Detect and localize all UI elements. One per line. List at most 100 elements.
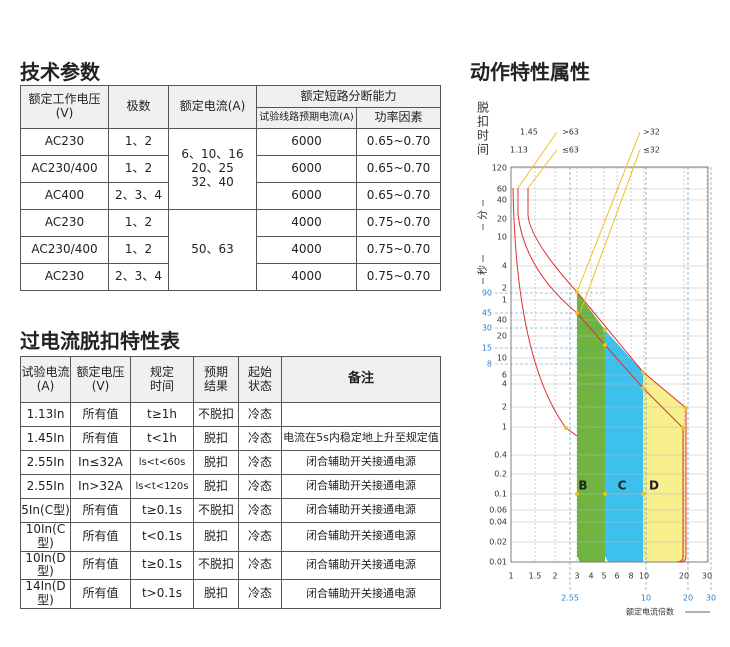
- zone-c: [605, 330, 643, 562]
- legend-label: 1.45: [520, 128, 538, 137]
- y-tick-label: 4: [502, 380, 507, 389]
- x-tick-label: 6: [614, 572, 619, 581]
- cell: 所有值: [70, 402, 131, 427]
- data-row: 2.55In In≤32A ls<t<60s 脱扣 冷态 闭合辅助开关接通电源: [20, 450, 441, 475]
- y-tick-label: 10: [497, 233, 507, 242]
- cell: t≥0.1s: [130, 550, 194, 581]
- cell-line: 试验电流: [21, 364, 70, 379]
- cell: 50、63: [168, 209, 257, 291]
- y-tick-label: 2: [502, 284, 507, 293]
- cell: 2.55In: [20, 450, 71, 475]
- cell: 脱扣: [193, 579, 239, 609]
- cell: 不脱扣: [193, 550, 239, 581]
- point: [575, 311, 579, 315]
- legend-pointer: [576, 131, 641, 293]
- cell: 0.75~0.70: [355, 209, 442, 237]
- cell: 所有值: [70, 550, 131, 581]
- cell-line: 备注: [347, 371, 374, 387]
- y-tick-label: 10: [497, 354, 507, 363]
- cell: 冷态: [238, 522, 282, 552]
- y-tick-label: 0.02: [489, 538, 507, 547]
- header-cell: 额定电压 (V): [70, 356, 131, 403]
- y-tick-label: 6: [502, 371, 507, 380]
- cell: 5In(C型): [20, 498, 71, 523]
- point: [603, 343, 607, 347]
- cell: 4000: [256, 236, 357, 264]
- y-tick-label: 1: [502, 296, 507, 305]
- header-cell: 预期 结果: [193, 356, 239, 403]
- data-row: 1.45In 所有值 t<1h 脱扣 冷态 电流在5s内稳定地上升至规定值: [20, 426, 441, 451]
- legend-label: 1.13: [510, 146, 528, 155]
- header-row: 额定工作电压(V) 极数 额定电流(A) 额定短路分断能力: [20, 85, 442, 129]
- y-seconds-label: 90: [482, 289, 492, 298]
- header-cell: 额定工作电压(V): [20, 85, 109, 129]
- cell-line: (V): [91, 378, 110, 393]
- y-seconds-label: 45: [482, 309, 492, 318]
- cell: ls<t<60s: [130, 450, 194, 475]
- unit-minute: 分: [477, 210, 489, 220]
- cell: 2、3、4: [108, 182, 169, 210]
- cell: 冷态: [238, 402, 282, 427]
- cell-line: 50、63: [191, 242, 234, 257]
- legend-label: ≤32: [643, 146, 660, 155]
- x-tick-label: 8: [628, 572, 633, 581]
- cell: 冷态: [238, 579, 282, 609]
- cell: 0.65~0.70: [355, 128, 442, 156]
- header-cell: 额定短路分断能力: [255, 85, 442, 108]
- cell: AC400: [20, 182, 109, 210]
- cell: 闭合辅助开关接通电源: [281, 498, 441, 523]
- cell: In>32A: [70, 474, 131, 499]
- legend-pointer: [527, 149, 558, 189]
- legend-label: >63: [562, 128, 579, 137]
- cell: 6000: [256, 128, 357, 156]
- cell: 脱扣: [193, 450, 239, 475]
- unit-second: 秒: [476, 265, 489, 275]
- y-tick-label: 120: [492, 164, 507, 173]
- y-tick-label: 2: [502, 403, 507, 412]
- y-tick-label: 20: [497, 332, 507, 341]
- cell: AC230/400: [20, 236, 109, 264]
- cell: t<0.1s: [130, 522, 194, 552]
- spec-table: 额定工作电压(V) 极数 额定电流(A) 额定短路分断能力 试验线路预期电流(A) 功率因…: [20, 85, 442, 291]
- legend-label: >32: [643, 128, 660, 137]
- cell: 冷态: [238, 550, 282, 581]
- x-tick-label: 10: [639, 572, 649, 581]
- cell: 闭合辅助开关接通电源: [281, 474, 441, 499]
- point: [564, 426, 568, 430]
- header-cell: 额定电流(A): [168, 85, 257, 129]
- data-row: 5In(C型) 所有值 t≥0.1s 不脱扣 冷态 闭合辅助开关接通电源: [20, 498, 441, 523]
- cell-line: 规定: [149, 364, 174, 379]
- cell: 所有值: [70, 498, 131, 523]
- cell: In≤32A: [70, 450, 131, 475]
- point: [603, 492, 607, 496]
- data-row: 10In(C型) 所有值 t<0.1s 脱扣 冷态 闭合辅助开关接通电源: [20, 522, 441, 552]
- header-cell: 备注: [281, 356, 441, 403]
- legend-label: ≤63: [562, 146, 579, 155]
- zone-label: C: [618, 479, 627, 493]
- x-blue-label: 30: [706, 594, 716, 603]
- cell: 冷态: [238, 474, 282, 499]
- point: [575, 492, 579, 496]
- data-row: AC230 1、2 50、63 4000 0.75~0.70: [20, 209, 442, 291]
- y-tick-label: 0.01: [489, 558, 507, 567]
- cell: 脱扣: [193, 522, 239, 552]
- cell: 1、2: [108, 209, 169, 237]
- cell: 电流在5s内稳定地上升至规定值: [281, 426, 441, 451]
- x-tick-label: 30: [702, 572, 712, 581]
- trip-title: 过电流脱扣特性表: [20, 329, 180, 353]
- x-tick-label: 1: [508, 572, 513, 581]
- cell-line: 预期: [203, 364, 228, 379]
- header-cell: 规定 时间: [130, 356, 194, 403]
- cell: 1、2: [108, 155, 169, 183]
- cell-line: 32、40: [191, 174, 234, 189]
- point: [641, 492, 645, 496]
- y-tick-label: 0.04: [489, 518, 507, 527]
- x-blue-label: 20: [683, 594, 693, 603]
- data-row: 14In(D型) 所有值 t>0.1s 脱扣 冷态 闭合辅助开关接通电源: [20, 579, 441, 609]
- cell: 不脱扣: [193, 498, 239, 523]
- cell: 4000: [256, 209, 357, 237]
- cell-line: 起始: [247, 364, 272, 379]
- cell: 2.55In: [20, 474, 71, 499]
- y-tick-label: 60: [497, 185, 507, 194]
